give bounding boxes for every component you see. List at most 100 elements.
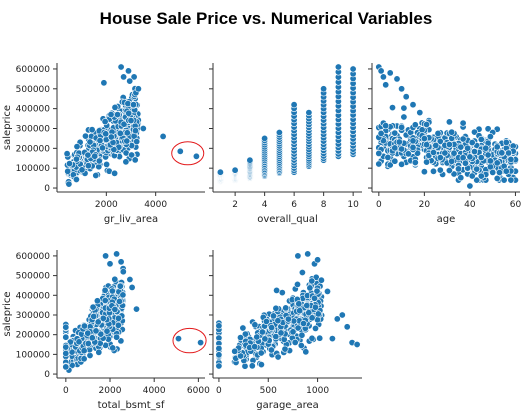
data-point [500, 176, 508, 184]
data-point [133, 138, 141, 146]
data-point [448, 157, 456, 165]
y-tick-label: 600000 [16, 252, 51, 262]
y-tick-label: 0 [44, 370, 50, 380]
data-point [484, 125, 492, 133]
data-point [507, 176, 515, 184]
data-point [432, 141, 440, 149]
data-point [272, 333, 280, 341]
y-axis-label: saleprice [2, 291, 13, 336]
data-point [466, 182, 474, 190]
data-point [258, 328, 266, 336]
data-point [117, 63, 125, 71]
data-point [102, 130, 110, 138]
data-point [215, 322, 223, 330]
data-point [73, 143, 81, 151]
y-tick-label: 600000 [16, 65, 51, 75]
data-point [423, 141, 431, 149]
y-tick-label: 300000 [16, 124, 51, 134]
data-point [302, 348, 310, 356]
data-point [334, 63, 342, 71]
data-point [291, 338, 299, 346]
data-point [293, 280, 301, 288]
data-point [375, 149, 383, 157]
data-point [63, 150, 71, 158]
x-tick-label: 0 [216, 386, 222, 396]
data-point [122, 158, 130, 166]
data-point [411, 159, 419, 167]
data-point [103, 327, 111, 335]
data-point [251, 343, 259, 351]
data-point [349, 65, 357, 73]
data-point [92, 327, 100, 335]
x-tick-label: 4 [262, 200, 268, 210]
data-point [305, 109, 313, 117]
data-point [241, 330, 249, 338]
data-point [88, 126, 96, 134]
data-point [409, 137, 417, 145]
data-point [175, 335, 183, 343]
data-point [486, 157, 494, 165]
data-point [305, 309, 313, 317]
data-point [384, 153, 392, 161]
x-tick-label: 0 [63, 386, 69, 396]
data-point [192, 152, 200, 160]
data-point [296, 307, 304, 315]
data-point [65, 180, 73, 188]
data-point [119, 268, 127, 276]
data-point [310, 294, 318, 302]
x-tick-label: 2000 [99, 386, 122, 396]
data-point [253, 333, 261, 341]
x-axis-label: overall_qual [257, 214, 318, 225]
data-point [124, 100, 132, 108]
x-tick-label: 6 [291, 200, 297, 210]
data-point [502, 167, 510, 175]
data-point [274, 353, 282, 361]
data-point [108, 287, 116, 295]
data-point [109, 344, 117, 352]
data-point [117, 258, 125, 266]
data-point [493, 143, 501, 151]
data-point [84, 151, 92, 159]
data-point [416, 109, 424, 117]
data-point [116, 129, 124, 137]
data-point [125, 67, 133, 75]
data-point [237, 334, 245, 342]
data-point [103, 160, 111, 168]
x-tick-label: 1000 [306, 386, 329, 396]
data-point [277, 329, 285, 337]
data-point [459, 135, 467, 143]
data-point [295, 300, 303, 308]
data-point [388, 104, 396, 112]
data-point [400, 104, 408, 112]
data-point [413, 149, 421, 157]
data-point [107, 133, 115, 141]
x-tick-label: 40 [464, 200, 476, 210]
data-point [436, 166, 444, 174]
data-point [134, 85, 142, 93]
data-point [262, 317, 270, 325]
data-point [93, 297, 101, 305]
data-point [274, 317, 282, 325]
data-point [466, 153, 474, 161]
data-point [457, 143, 465, 151]
data-point [284, 315, 292, 323]
data-point [448, 128, 456, 136]
data-point [106, 260, 114, 268]
data-point [272, 304, 280, 312]
data-point [75, 338, 83, 346]
data-point [130, 101, 138, 109]
data-point [386, 69, 394, 77]
x-tick-label: 6000 [187, 386, 210, 396]
data-point [241, 362, 249, 370]
data-point [268, 324, 276, 332]
data-point [429, 167, 437, 175]
data-point [409, 101, 417, 109]
data-point [120, 120, 128, 128]
data-point [62, 349, 70, 357]
data-point [89, 303, 97, 311]
data-point [493, 159, 501, 167]
data-point [505, 149, 513, 157]
data-point [231, 347, 239, 355]
data-point [80, 355, 88, 363]
